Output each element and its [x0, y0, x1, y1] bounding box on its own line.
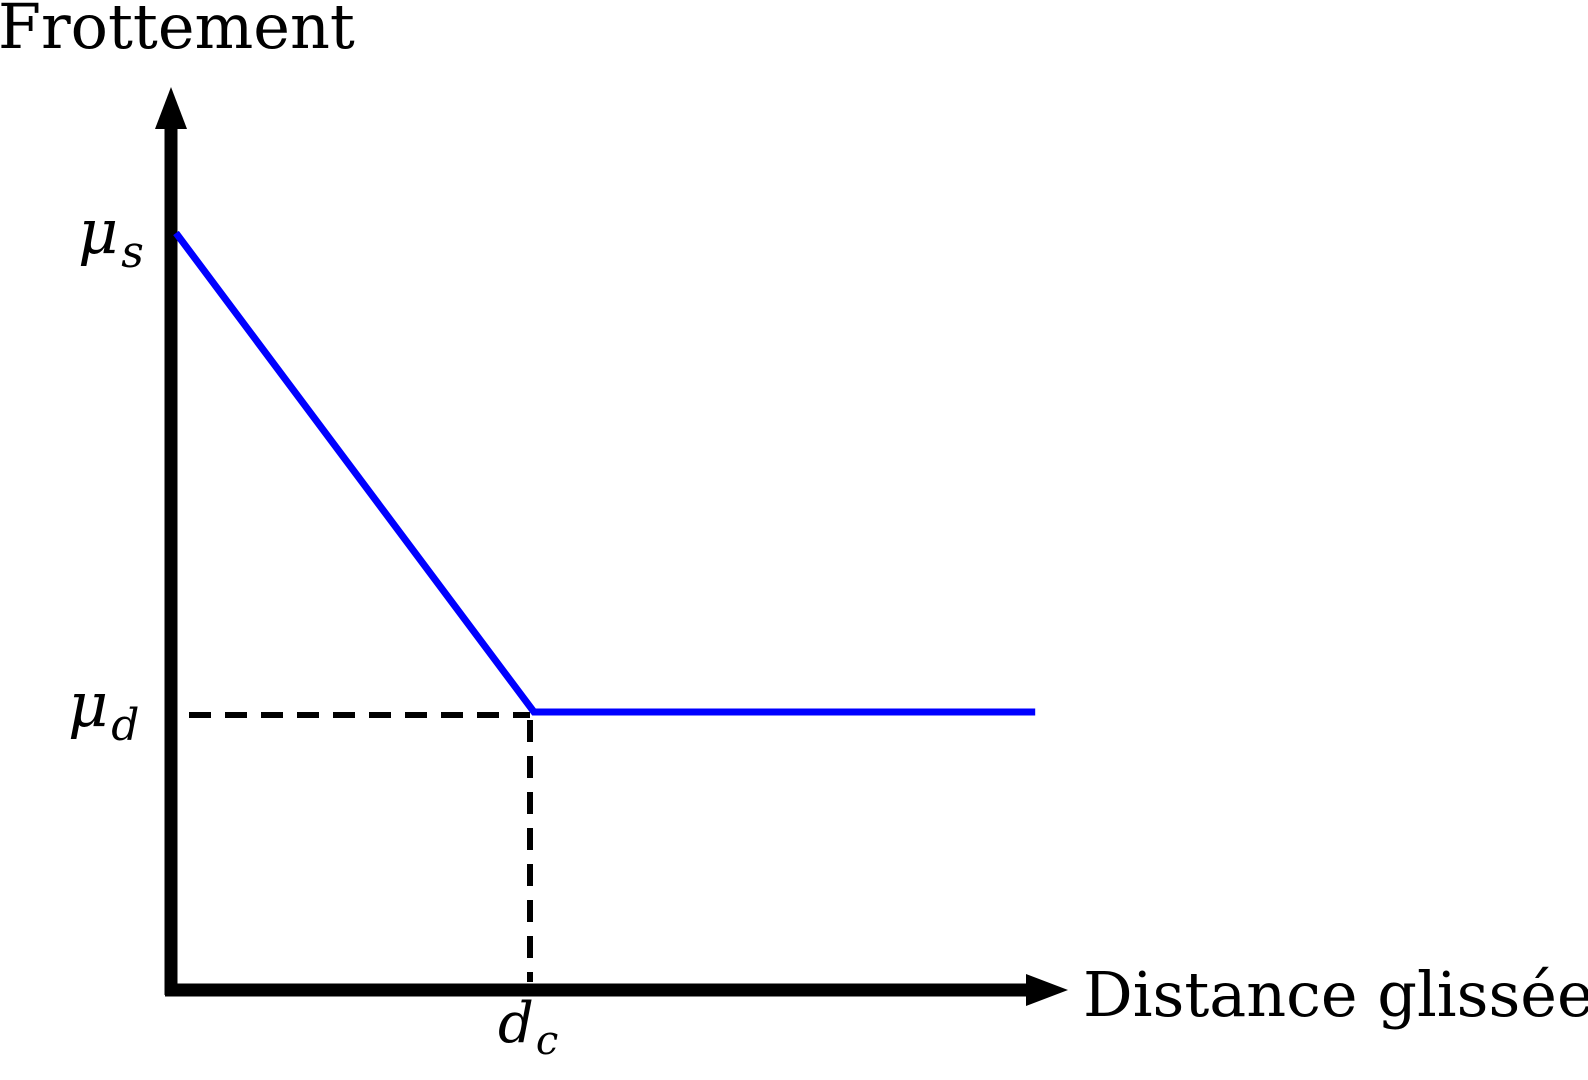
- y-tick-label-mu-d: μd: [68, 668, 139, 751]
- y-tick-sub-s: s: [121, 227, 144, 278]
- y-tick-sub-d: d: [111, 700, 139, 751]
- x-tick-label-d-c: dc: [498, 991, 558, 1064]
- series-line: [173, 230, 1036, 716]
- x-axis-label: Distance glissée: [1083, 958, 1588, 1031]
- x-axis-arrow: [1026, 974, 1068, 1006]
- y-axis-arrow: [155, 87, 187, 129]
- y-axis-label: Frottement: [0, 0, 355, 63]
- y-tick-label-mu-s: μs: [78, 195, 144, 278]
- x-tick-sub-c: c: [536, 1018, 558, 1064]
